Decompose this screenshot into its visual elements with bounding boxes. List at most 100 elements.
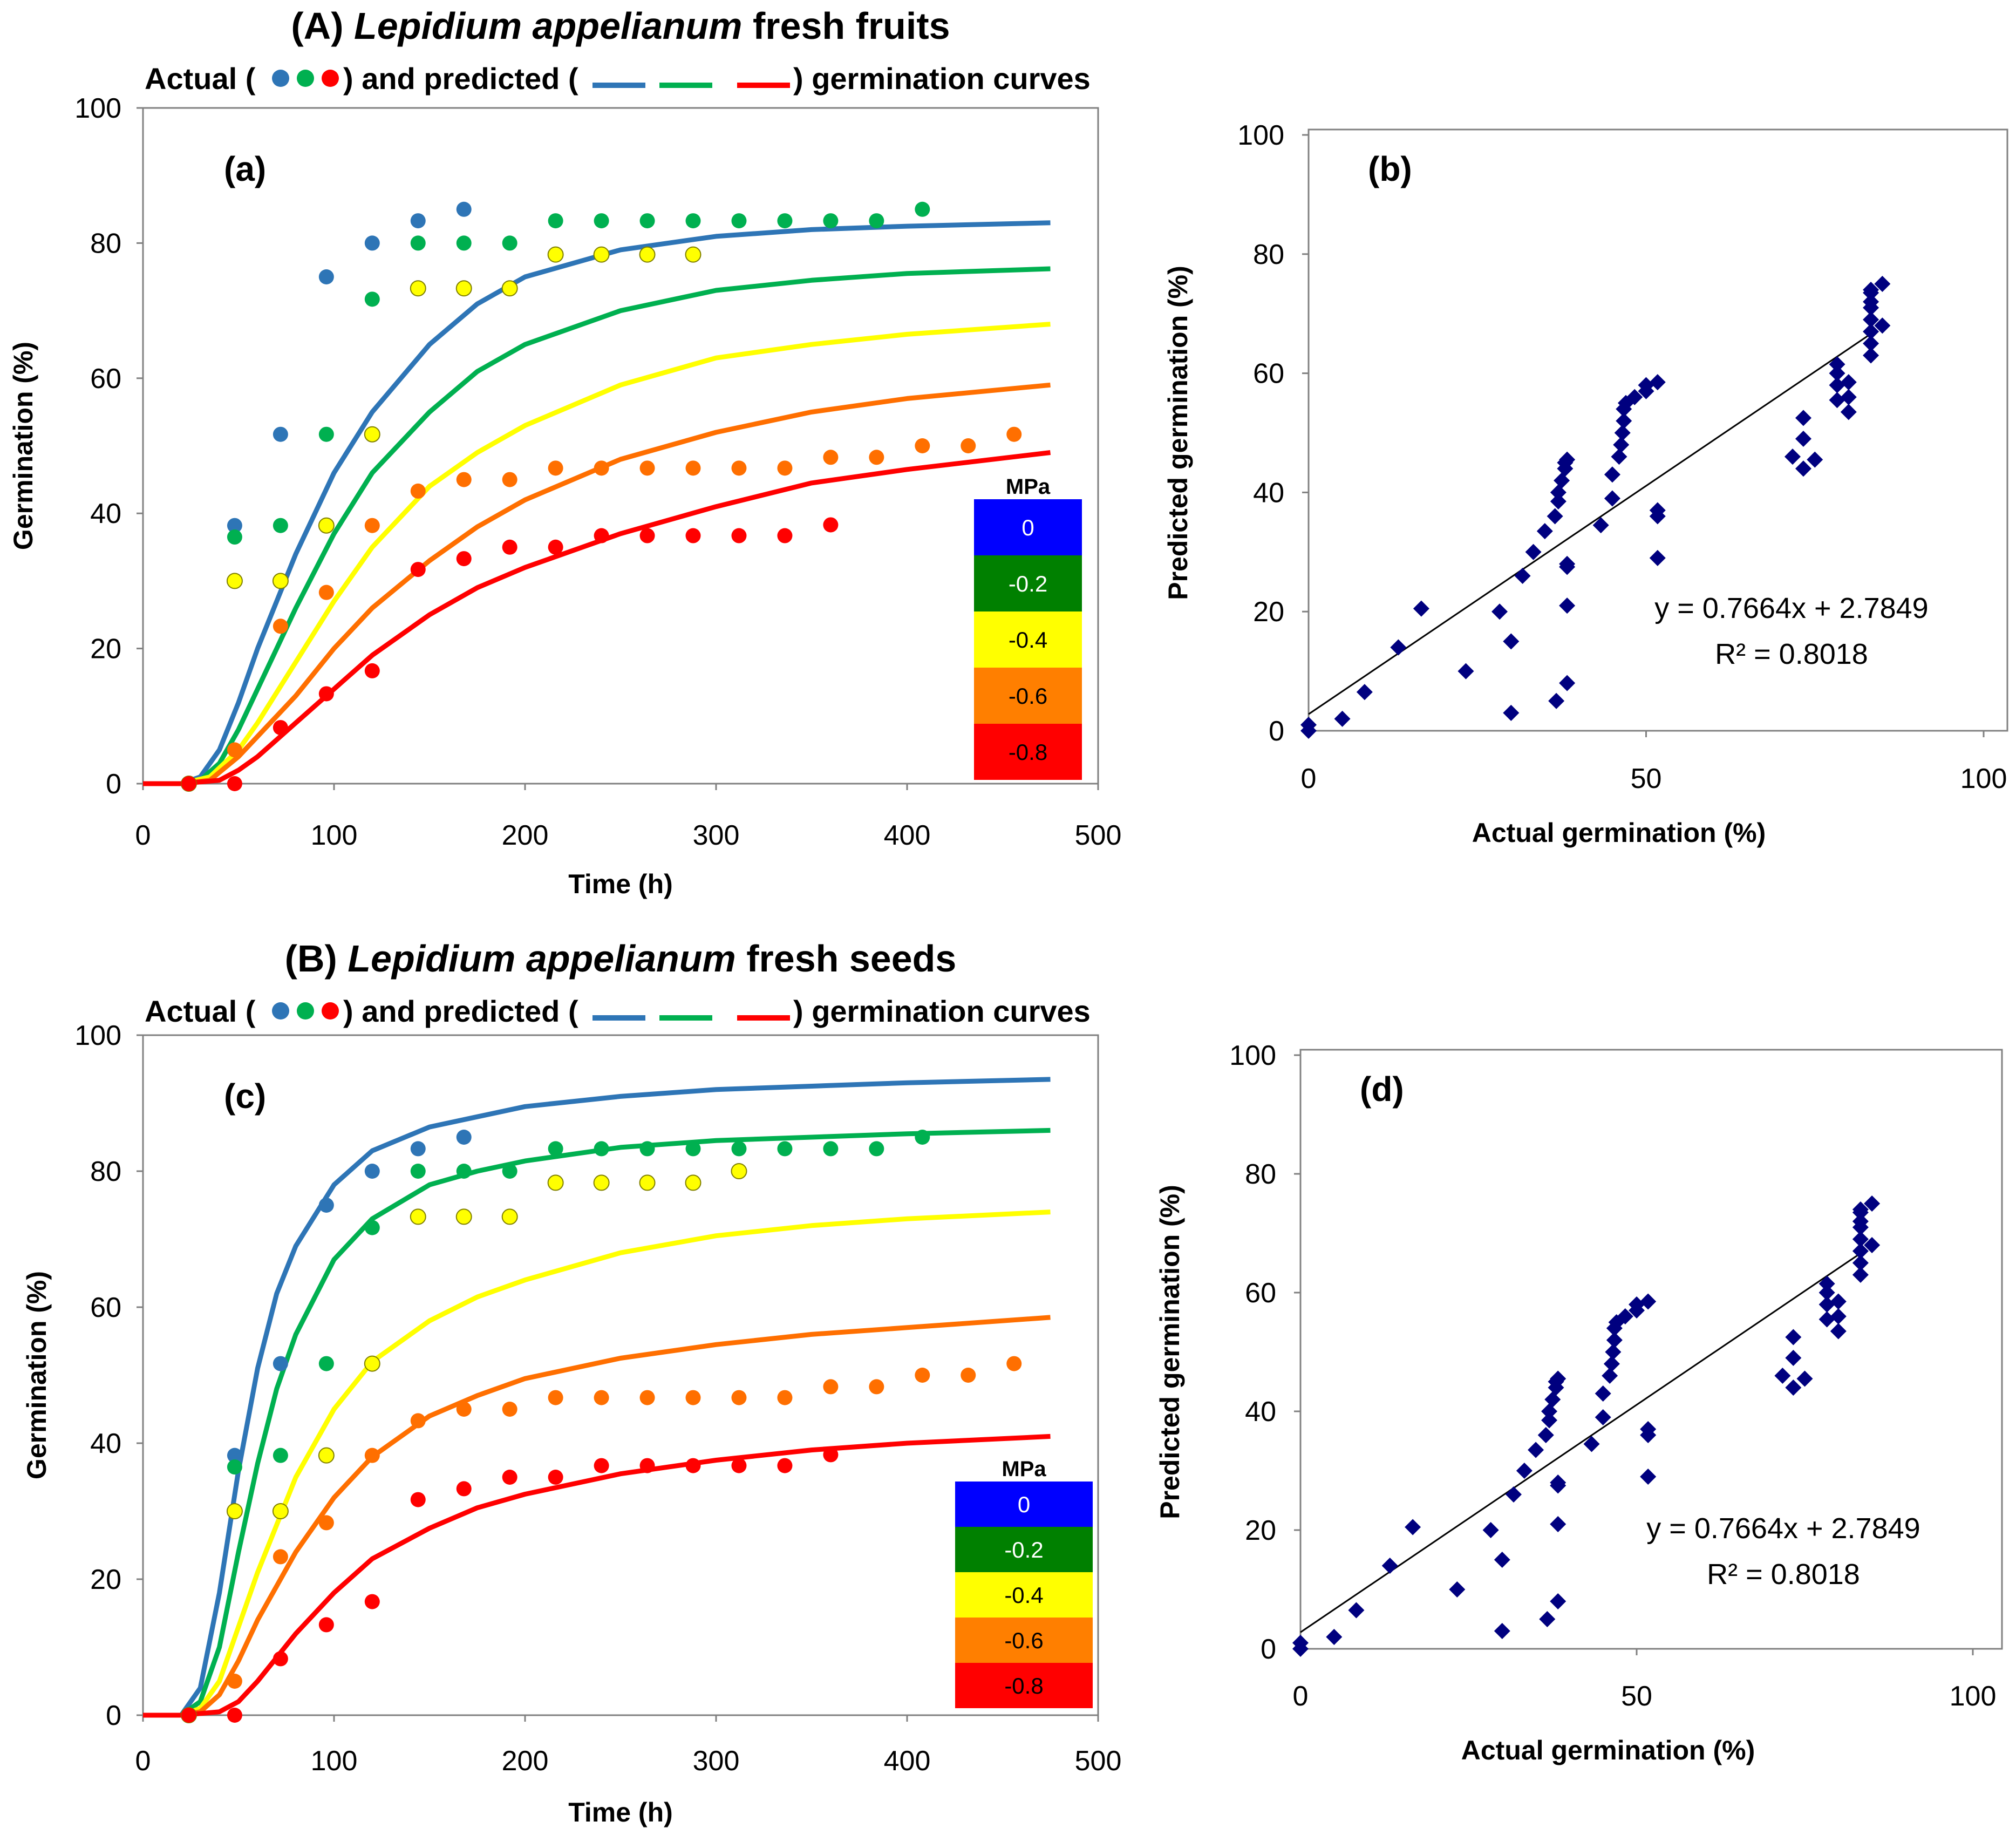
actual-point--0.2: [456, 1164, 472, 1179]
actual-point--0.8: [594, 528, 609, 543]
actual-point--0.6: [869, 1379, 884, 1395]
actual-point--0.8: [731, 1458, 747, 1473]
data-point-d: [1864, 1237, 1881, 1253]
data-point-b: [1503, 633, 1520, 650]
actual-point--0.6: [456, 472, 472, 487]
regression-equation-b: y = 0.7664x + 2.7849: [1654, 592, 1928, 624]
data-point-b: [1413, 600, 1429, 617]
actual-point--0.8: [502, 539, 517, 555]
actual-point--0.6: [227, 742, 242, 758]
predicted-line--0.2: [143, 1127, 1051, 1718]
actual-point--0.4: [272, 573, 289, 589]
actual-point--0.8: [364, 1594, 380, 1609]
section-a-subtitle: Actual ( ) and predicted ( ) germination…: [145, 62, 1091, 96]
actual-point--0.8: [364, 663, 380, 678]
plot-frame-d: [1299, 1049, 2003, 1650]
actual-point--0.8: [685, 1458, 701, 1473]
data-point-b: [1840, 374, 1857, 391]
data-point-d: [1785, 1350, 1802, 1366]
y-tick-label-c: 80: [90, 1156, 121, 1187]
sub-b-dot-green: [297, 1002, 314, 1020]
actual-point-0: [456, 201, 472, 217]
x-tick-label-d: 0: [1293, 1681, 1309, 1712]
y-axis-label-a: Germination (%): [8, 342, 38, 550]
legend-label--0.2: -0.2: [1009, 571, 1047, 596]
data-point-b: [1829, 356, 1845, 373]
actual-point--0.8: [318, 686, 334, 702]
data-point-d: [1640, 1469, 1657, 1485]
actual-point--0.2: [410, 1164, 426, 1179]
actual-point--0.2: [273, 518, 288, 533]
data-point-b: [1807, 451, 1823, 468]
legend-swatch--0.4: [974, 611, 1082, 668]
actual-point--0.6: [731, 460, 747, 476]
data-point-d: [1819, 1285, 1835, 1301]
section-b-title: (B) Lepidium appelianum fresh seeds: [285, 937, 957, 980]
sub-b-part3: ) germination curves: [793, 994, 1091, 1028]
actual-point--0.2: [823, 1141, 839, 1157]
y-tick-label-a: 80: [90, 228, 121, 259]
legend-label--0.4: -0.4: [1004, 1582, 1043, 1608]
actual-point--0.2: [502, 1164, 517, 1179]
data-point-d: [1550, 1370, 1567, 1387]
y-tick-label-c: 20: [90, 1564, 121, 1595]
predicted-line--0.6: [143, 382, 1051, 786]
actual-point--0.8: [639, 528, 655, 543]
actual-point--0.6: [777, 1390, 793, 1405]
actual-point--0.6: [639, 460, 655, 476]
x-tick-label-a: 0: [135, 820, 151, 851]
data-point-b: [1525, 543, 1542, 560]
data-point-b: [1626, 389, 1643, 405]
actual-point--0.4: [501, 280, 518, 297]
section-a-prefix: (A): [291, 5, 354, 47]
data-point-d: [1830, 1308, 1847, 1324]
data-point-d: [1550, 1593, 1567, 1609]
legend-title: MPa: [1002, 1457, 1046, 1481]
x-tick-label-d: 50: [1621, 1681, 1652, 1712]
actual-point--0.8: [410, 562, 426, 577]
data-point-b: [1559, 451, 1576, 468]
actual-point--0.6: [777, 460, 793, 476]
data-point-d: [1617, 1308, 1633, 1324]
data-point-b: [1795, 460, 1811, 477]
sub-a-dot-red: [322, 70, 339, 87]
data-point-b: [1356, 684, 1373, 701]
y-axis-label-c: Germination (%): [22, 1271, 52, 1479]
actual-point--0.6: [639, 1390, 655, 1405]
section-b-species: Lepidium appelianum: [348, 937, 736, 980]
y-axis-label-b: Predicted germination (%): [1163, 266, 1193, 600]
actual-point--0.8: [823, 517, 839, 533]
data-point-b: [1874, 317, 1891, 334]
sub-a-part2: ) and predicted (: [343, 62, 578, 96]
data-point-d: [1785, 1380, 1802, 1396]
actual-point--0.6: [1006, 426, 1022, 442]
actual-point--0.4: [685, 1174, 701, 1191]
actual-point--0.6: [823, 450, 839, 465]
actual-point--0.8: [548, 1470, 563, 1485]
x-tick-label-a: 300: [693, 820, 740, 851]
actual-point--0.6: [318, 1515, 334, 1531]
actual-point--0.8: [410, 1492, 426, 1507]
actual-point-0: [273, 426, 288, 442]
sub-a-dot-blue: [272, 70, 289, 87]
x-tick-label-c: 400: [884, 1745, 931, 1777]
actual-point--0.4: [226, 1503, 243, 1519]
actual-point--0.2: [548, 1141, 563, 1157]
actual-point--0.8: [502, 1470, 517, 1485]
data-point-b: [1550, 493, 1567, 509]
actual-point--0.2: [915, 201, 930, 217]
y-tick-label-c: 60: [90, 1292, 121, 1323]
legend-swatch-0: [955, 1482, 1093, 1527]
actual-point--0.6: [364, 1448, 380, 1463]
predicted-line--0.8: [143, 450, 1051, 786]
data-point-d: [1528, 1442, 1544, 1458]
actual-point--0.2: [594, 1141, 609, 1157]
actual-point--0.6: [456, 1402, 472, 1417]
data-point-d: [1537, 1427, 1554, 1443]
data-point-d: [1852, 1243, 1869, 1259]
actual-point--0.4: [410, 1208, 426, 1225]
data-point-b: [1604, 466, 1620, 483]
data-point-b: [1300, 716, 1317, 733]
y-tick-label-d: 0: [1261, 1634, 1276, 1665]
